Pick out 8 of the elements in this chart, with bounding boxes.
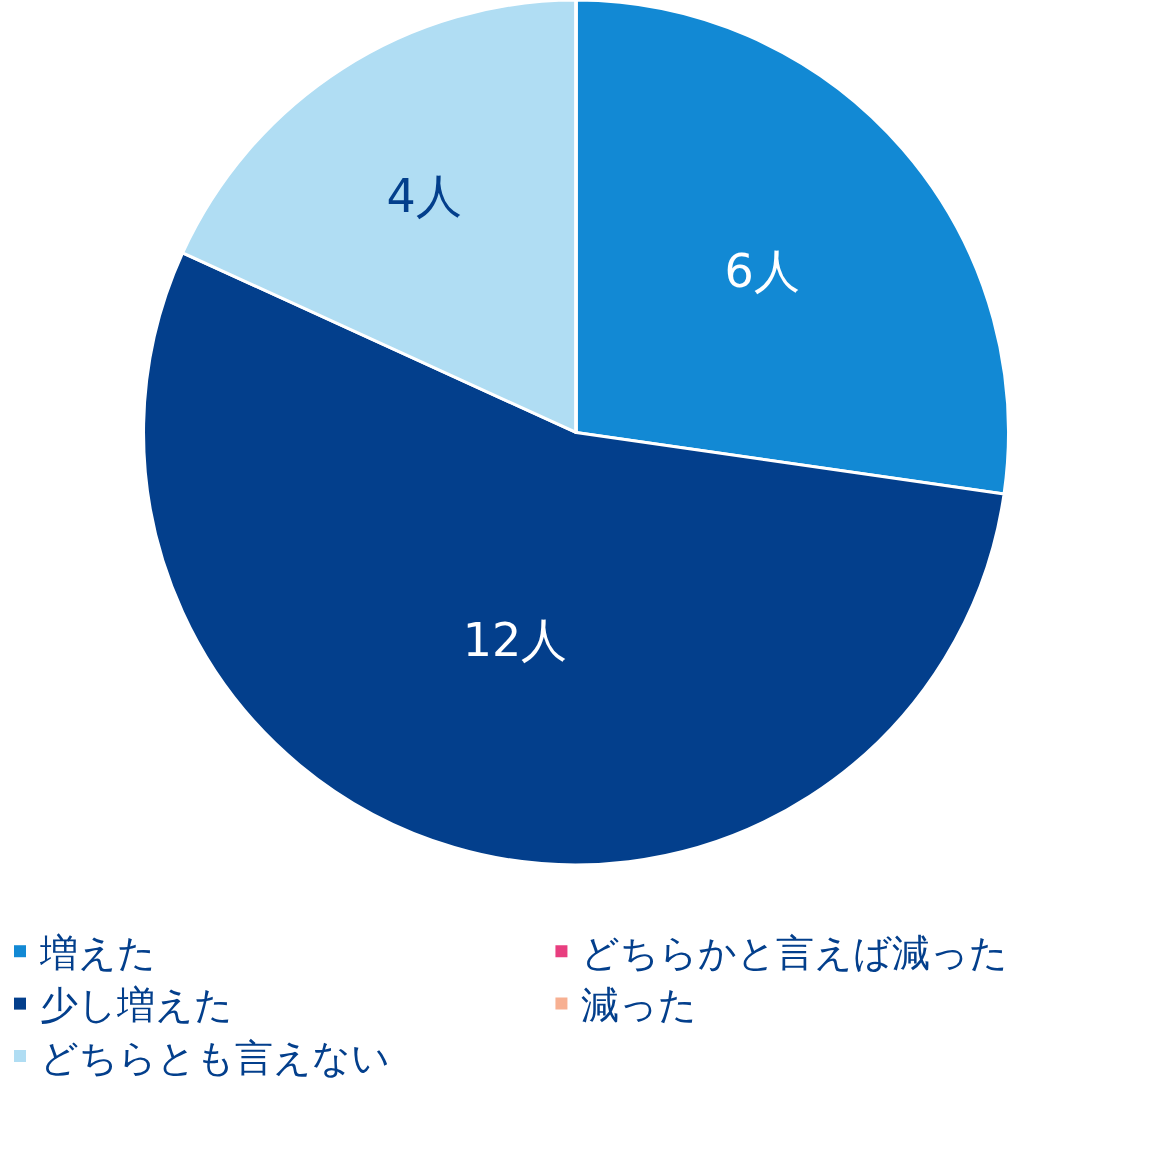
data-label: 6人 bbox=[724, 244, 800, 299]
legend-label: 増えた bbox=[39, 931, 156, 976]
legend-label: 減った bbox=[581, 983, 698, 1028]
legend-label: どちらとも言えない bbox=[40, 1035, 390, 1080]
legend-label: どちらかと言えば減った bbox=[581, 931, 1009, 976]
data-label: 12人 bbox=[462, 612, 568, 667]
legend-label: 少し増えた bbox=[40, 983, 233, 1028]
data-label: 4人 bbox=[386, 169, 462, 224]
